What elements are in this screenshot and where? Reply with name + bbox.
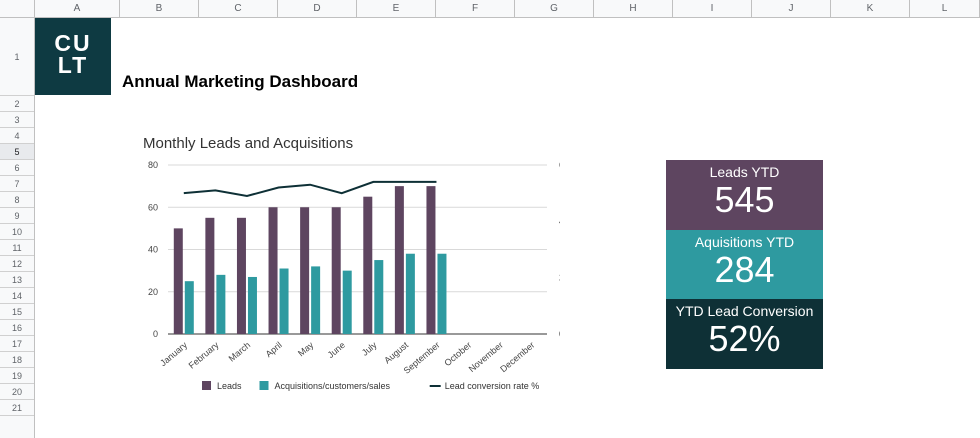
y-left-tick-label: 0	[153, 329, 158, 339]
column-header-I[interactable]: I	[673, 0, 752, 18]
row-header-16[interactable]: 16	[0, 320, 34, 336]
row-header-9[interactable]: 9	[0, 208, 34, 224]
x-tick-label: May	[296, 340, 316, 359]
row-header-2[interactable]: 2	[0, 96, 34, 112]
bar-acquisitions	[216, 274, 226, 334]
x-tick-label: February	[187, 340, 221, 371]
y-left-tick-label: 20	[148, 287, 158, 297]
y-right-tick-label: 60%	[559, 160, 560, 170]
column-header-K[interactable]: K	[831, 0, 910, 18]
bar-acquisitions	[342, 270, 352, 334]
column-header-F[interactable]: F	[436, 0, 515, 18]
dashboard-title: Annual Marketing Dashboard	[122, 72, 359, 91]
y-right-tick-label: 40%	[559, 216, 560, 226]
legend-label: Lead conversion rate %	[445, 381, 540, 391]
cult-logo: CU LT	[35, 18, 111, 95]
row-header-6[interactable]: 6	[0, 160, 34, 176]
column-header-H[interactable]: H	[594, 0, 673, 18]
bar-leads	[205, 217, 215, 334]
bar-leads	[426, 186, 436, 334]
legend-swatch	[259, 381, 269, 390]
kpi-label: YTD Lead Conversion	[675, 303, 814, 319]
bar-leads	[363, 196, 373, 334]
kpi-leads-ytd: Leads YTD 545	[666, 160, 823, 230]
x-tick-label: December	[498, 340, 536, 374]
y-left-tick-label: 40	[148, 245, 158, 255]
row-header-21[interactable]: 21	[0, 400, 34, 416]
row-header-4[interactable]: 4	[0, 128, 34, 144]
legend-label: Leads	[217, 381, 242, 391]
x-tick-label: August	[382, 340, 410, 366]
kpi-label: Leads YTD	[709, 164, 780, 180]
y-right-tick-label: 0%	[559, 329, 560, 339]
select-all-corner[interactable]	[0, 0, 35, 18]
column-header-B[interactable]: B	[120, 0, 199, 18]
row-header-14[interactable]: 14	[0, 288, 34, 304]
y-left-tick-label: 80	[148, 160, 158, 170]
row-header-19[interactable]: 19	[0, 368, 34, 384]
legend-label: Acquisitions/customers/sales	[275, 381, 391, 391]
bar-leads	[300, 207, 310, 334]
bar-leads	[236, 217, 246, 334]
column-header-A[interactable]: A	[35, 0, 120, 18]
bar-acquisitions	[374, 260, 384, 334]
column-header-G[interactable]: G	[515, 0, 594, 18]
row-header-10[interactable]: 10	[0, 224, 34, 240]
bar-acquisitions	[405, 253, 415, 334]
row-header-15[interactable]: 15	[0, 304, 34, 320]
bar-leads	[331, 207, 341, 334]
column-header-E[interactable]: E	[357, 0, 436, 18]
column-header-D[interactable]: D	[278, 0, 357, 18]
logo-line-2: LT	[57, 52, 89, 78]
row-header-11[interactable]: 11	[0, 240, 34, 256]
row-header-12[interactable]: 12	[0, 256, 34, 272]
row-header-3[interactable]: 3	[0, 112, 34, 128]
bar-acquisitions	[311, 266, 321, 334]
row-header-7[interactable]: 7	[0, 176, 34, 192]
logo-line-1: CU	[54, 30, 92, 56]
row-header-18[interactable]: 18	[0, 352, 34, 368]
x-tick-label: July	[360, 340, 379, 358]
x-tick-label: January	[158, 340, 189, 369]
row-header-13[interactable]: 13	[0, 272, 34, 288]
bar-acquisitions	[184, 281, 194, 334]
row-headers: 1 2 3 4 5 6 7 8 9 10 11 12 13 14 15 16 17 18 19 20 21	[0, 18, 35, 438]
y-right-tick-label: 20%	[559, 273, 560, 283]
kpi-value: 52%	[708, 318, 781, 359]
row-header-5[interactable]: 5	[0, 144, 34, 160]
kpi-value: 545	[714, 179, 775, 220]
bar-leads	[268, 207, 278, 334]
bar-leads	[173, 228, 183, 334]
x-tick-label: March	[227, 340, 253, 364]
row-header-17[interactable]: 17	[0, 336, 34, 352]
x-tick-label: April	[264, 340, 284, 359]
column-header-C[interactable]: C	[199, 0, 278, 18]
row-header-1[interactable]: 1	[0, 18, 34, 96]
leads-acquisitions-chart[interactable]: Monthly Leads and Acquisitions 0 20 40 60 80 0…	[130, 128, 560, 398]
legend-swatch	[202, 381, 211, 390]
bar-acquisitions	[247, 276, 257, 334]
column-header-J[interactable]: J	[752, 0, 831, 18]
line-conversion-rate	[183, 180, 437, 198]
kpi-ytd-lead-conversion: YTD Lead Conversion 52%	[666, 299, 823, 369]
x-tick-label: June	[326, 340, 347, 360]
row-header-20[interactable]: 20	[0, 384, 34, 400]
y-left-tick-label: 60	[148, 202, 158, 212]
chart-title: Monthly Leads and Acquisitions	[143, 135, 353, 152]
bar-acquisitions	[437, 253, 447, 334]
column-header-L[interactable]: L	[910, 0, 980, 18]
bar-leads	[394, 186, 404, 334]
kpi-label: Aquisitions YTD	[694, 234, 795, 250]
kpi-acquisitions-ytd: Aquisitions YTD 284	[666, 230, 823, 299]
row-header-8[interactable]: 8	[0, 192, 34, 208]
kpi-value: 284	[714, 249, 775, 290]
bar-acquisitions	[279, 268, 289, 334]
